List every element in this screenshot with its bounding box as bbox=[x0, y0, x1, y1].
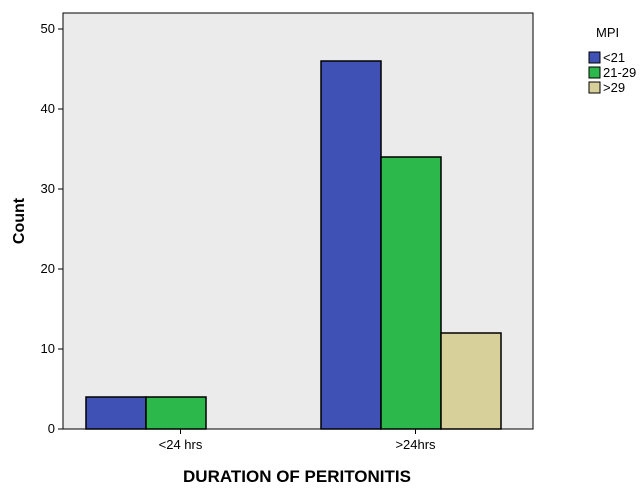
bar bbox=[380, 156, 442, 430]
legend-swatch bbox=[588, 51, 601, 64]
legend-label: >29 bbox=[603, 80, 625, 95]
legend-label: <21 bbox=[603, 50, 625, 65]
y-axis: 0 10 20 30 40 50 bbox=[41, 21, 63, 436]
y-tick-label: 50 bbox=[41, 21, 55, 36]
y-axis-title: Count bbox=[11, 197, 28, 244]
x-tick-label: >24hrs bbox=[395, 437, 436, 452]
bar bbox=[145, 396, 207, 430]
y-tick-label: 30 bbox=[41, 181, 55, 196]
x-axis-title: DURATION OF PERITONITIS bbox=[183, 467, 411, 486]
bar bbox=[85, 396, 147, 430]
bar bbox=[440, 332, 502, 430]
x-axis: <24 hrs >24hrs bbox=[159, 429, 436, 452]
legend-label: 21-29 bbox=[603, 65, 636, 80]
y-tick-label: 20 bbox=[41, 261, 55, 276]
x-tick-label: <24 hrs bbox=[159, 437, 203, 452]
y-tick-label: 0 bbox=[48, 421, 55, 436]
bars bbox=[85, 60, 502, 430]
y-tick-label: 10 bbox=[41, 341, 55, 356]
y-tick-label: 40 bbox=[41, 101, 55, 116]
legend-title: MPI bbox=[596, 25, 619, 40]
legend-swatch bbox=[588, 81, 601, 94]
legend-swatch bbox=[588, 66, 601, 79]
bar bbox=[320, 60, 382, 430]
